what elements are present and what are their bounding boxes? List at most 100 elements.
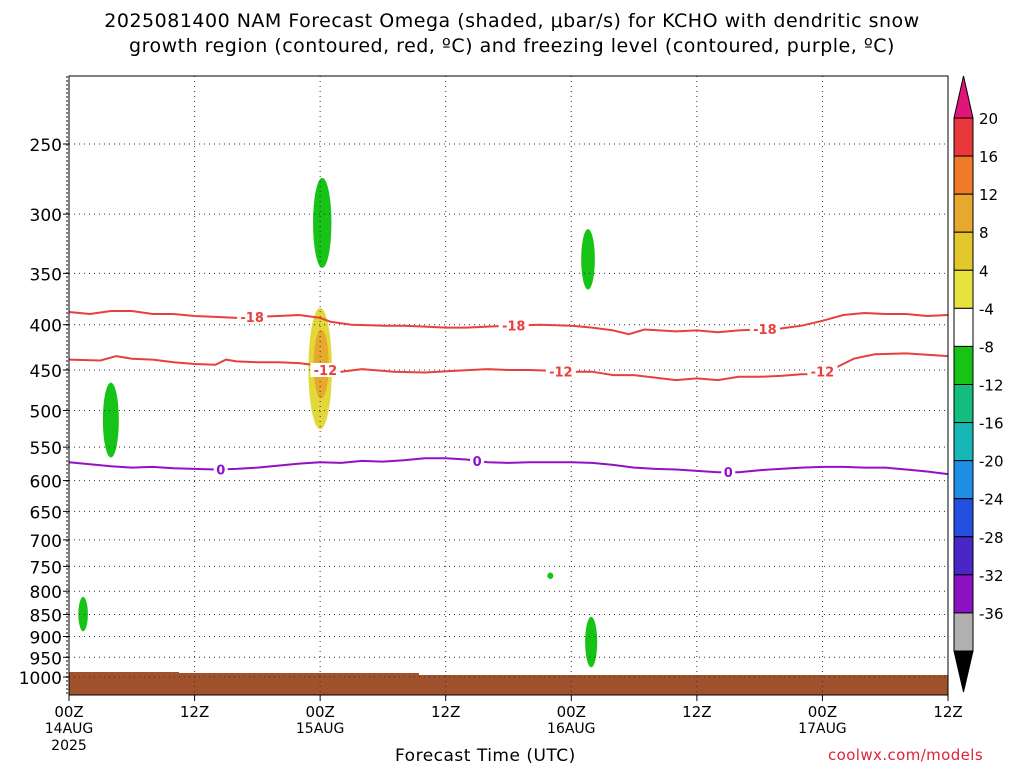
credit-link[interactable]: coolwx.com/models [828, 746, 984, 764]
contour-line--12 [68, 352, 949, 382]
contour-line--18 [68, 310, 949, 336]
omega-region-4 [547, 572, 554, 579]
colorbar-swatch [953, 307, 974, 347]
contour-label: 0 [216, 463, 225, 478]
terrain-block [419, 675, 948, 695]
y-tick-label: 250 [30, 136, 62, 156]
contour-label-bg [545, 364, 576, 379]
x-tick-year: 2025 [51, 738, 87, 754]
x-tick-date: 15AUG [296, 721, 345, 737]
omega-region-3 [581, 229, 595, 290]
contour-label-bg [807, 364, 838, 379]
y-tick-label: 950 [30, 649, 62, 669]
chart-title-line-1: 2025081400 NAM Forecast Omega (shaded, μ… [104, 10, 920, 32]
y-tick-label: 450 [30, 362, 62, 382]
colorbar-label: 8 [979, 224, 989, 242]
colorbar-label: -4 [979, 300, 994, 318]
colorbar-top-arrow [953, 75, 974, 119]
y-tick-label: 300 [30, 206, 62, 226]
colorbar-swatch [953, 231, 974, 271]
contour-label-bg [237, 310, 268, 325]
omega-region-1 [102, 382, 119, 458]
x-axis-title: Forecast Time (UTC) [395, 746, 576, 766]
x-tick-date: 16AUG [547, 721, 596, 737]
colorbar-swatch [953, 345, 974, 385]
contour-label-bg [213, 462, 228, 477]
terrain-layer [69, 672, 948, 695]
omega-region-5 [585, 616, 598, 668]
y-tick-label: 550 [30, 439, 62, 459]
y-tick-label: 1000 [19, 669, 62, 689]
colorbar-label: 12 [979, 186, 998, 204]
contour-label-bg [721, 465, 736, 480]
y-tick-label: 900 [30, 628, 62, 648]
colorbar-swatch [953, 460, 974, 500]
contour-label: -12 [811, 366, 835, 381]
contour-label: -18 [240, 311, 264, 326]
contour-label-bg [470, 453, 485, 468]
grid-layer [68, 76, 949, 695]
omega-shading-layer [78, 177, 598, 668]
plot-frame [66, 75, 949, 696]
colorbar: 20 16 12 8 4 -4 -8 -12 -16 -20 -24 -28 -32 -36 [953, 75, 1004, 693]
contour-label: -12 [549, 365, 573, 380]
contour-line-0 [68, 457, 949, 476]
contour-label: -18 [502, 320, 526, 335]
terrain-block [69, 672, 179, 695]
colorbar-label: -24 [979, 491, 1004, 509]
terrain-block [179, 673, 419, 695]
contour-layer: -18 -18 -18 -12 -12 -12 0 0 0 [68, 310, 949, 481]
colorbar-label: 20 [979, 110, 998, 128]
x-tick-label: 12Z [933, 703, 962, 721]
x-tick-label: 00Z [557, 703, 586, 721]
colorbar-swatch [953, 155, 974, 195]
colorbar-swatch [953, 269, 974, 309]
colorbar-bottom-arrow [953, 650, 974, 693]
x-tick-label: 00Z [808, 703, 837, 721]
x-tick-label: 12Z [682, 703, 711, 721]
x-tick-label: 12Z [180, 703, 209, 721]
contour-label: 0 [473, 455, 482, 470]
colorbar-label: -32 [979, 567, 1004, 585]
y-tick-label: 800 [30, 583, 62, 603]
colorbar-label: -16 [979, 415, 1004, 433]
y-tick-label: 850 [30, 607, 62, 627]
y-tick-label: 600 [30, 473, 62, 493]
colorbar-label: -20 [979, 453, 1004, 471]
colorbar-swatch [953, 117, 974, 157]
colorbar-swatch [953, 384, 974, 424]
y-tick-label: 700 [30, 532, 62, 552]
colorbar-label: -36 [979, 605, 1004, 623]
colorbar-swatch [953, 612, 974, 652]
y-tick-label: 750 [30, 558, 62, 578]
contour-label-bg [310, 362, 341, 377]
contour-label: -18 [753, 323, 777, 338]
colorbar-label: 4 [979, 262, 989, 280]
x-tick-date: 14AUG [45, 721, 94, 737]
colorbar-swatch [953, 422, 974, 462]
contour-label: 0 [724, 466, 733, 481]
contour-label-bg [498, 318, 529, 333]
colorbar-label: 16 [979, 148, 998, 166]
colorbar-swatch [953, 498, 974, 538]
colorbar-label: -28 [979, 529, 1004, 547]
plot-border [68, 75, 949, 696]
colorbar-swatch [953, 536, 974, 576]
colorbar-label: -8 [979, 338, 994, 356]
omega-region-0 [78, 596, 88, 632]
y-axis: 2503003504004505005506006507007508008509… [19, 136, 69, 689]
colorbar-label: -12 [979, 377, 1004, 395]
colorbar-swatch [953, 574, 974, 614]
x-tick-label: 12Z [431, 703, 460, 721]
x-tick-label: 00Z [54, 703, 83, 721]
chart-title-line-2: growth region (contoured, red, ºC) and f… [129, 35, 895, 57]
contour-label: -12 [314, 364, 338, 379]
omega-region-2 [313, 177, 332, 268]
y-tick-label: 350 [30, 265, 62, 285]
x-tick-label: 00Z [305, 703, 334, 721]
contour-label-bg [749, 322, 780, 337]
x-tick-date: 17AUG [798, 721, 847, 737]
y-tick-label: 400 [30, 317, 62, 337]
